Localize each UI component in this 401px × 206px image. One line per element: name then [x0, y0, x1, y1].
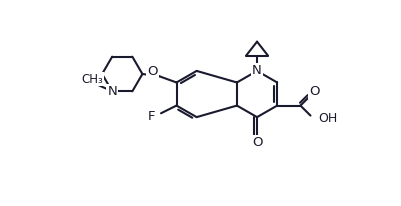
Text: O: O	[252, 136, 262, 149]
Text: O: O	[309, 85, 320, 98]
Text: N: N	[252, 64, 262, 77]
Text: CH₃: CH₃	[81, 73, 103, 85]
Text: OH: OH	[318, 112, 338, 125]
Text: N: N	[107, 85, 117, 98]
Text: O: O	[148, 65, 158, 78]
Text: F: F	[148, 110, 156, 123]
